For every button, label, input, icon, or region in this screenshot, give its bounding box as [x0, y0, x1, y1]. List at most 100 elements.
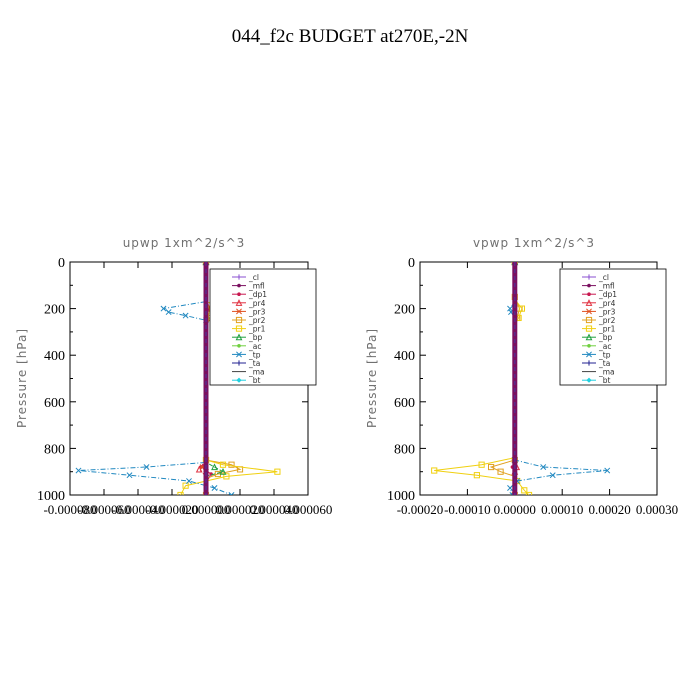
y-tick-label: 0: [58, 256, 65, 271]
y-tick-label: 400: [44, 349, 65, 364]
y-tick-label: 0: [408, 256, 415, 271]
legend-marker: [236, 351, 242, 358]
legend-label: _ta: [248, 359, 260, 368]
legend-box: [559, 268, 667, 386]
legend: _cl_mfl_dp1_pr4_pr3_pr2_pr1_bp_ac_tp_ta_…: [209, 268, 317, 386]
legend-marker: [236, 274, 242, 280]
data-point: [478, 461, 485, 468]
data-point: [143, 464, 150, 470]
legend-label: _pr2: [598, 316, 616, 325]
x-tick-label: 0.000020: [216, 502, 265, 517]
legend-label: _dp1: [248, 290, 267, 299]
data-point: [540, 464, 547, 470]
legend-marker: [585, 299, 593, 306]
legend-label: _mfl: [248, 282, 265, 291]
y-tick-label: 200: [394, 303, 415, 318]
x-tick-label: 0.000000: [182, 502, 231, 517]
y-tick-label: 600: [394, 396, 415, 411]
data-point: [186, 478, 192, 484]
x-tick-label: 0.00000: [494, 502, 536, 517]
legend-box: [209, 268, 317, 386]
legend-label: _bp: [598, 333, 613, 342]
chart-panel-vpwp: vpwp 1xm^2/s^3 Pressure [hPa] 0 200 400 600…: [365, 236, 678, 517]
data-point: [228, 492, 235, 495]
legend-label: _pr3: [598, 307, 616, 316]
x-tick-label: -0.000060: [77, 502, 130, 517]
legend-marker: [585, 333, 593, 341]
chart-title: upwp 1xm^2/s^3: [123, 236, 246, 250]
legend-label: _pr4: [598, 299, 616, 308]
legend-label: _cl: [598, 273, 609, 282]
legend-marker: [587, 283, 591, 288]
data-point: [165, 309, 172, 316]
legend-label: _pr3: [248, 307, 266, 316]
data-point: [182, 482, 189, 489]
chart-panel-upwp: upwp 1xm^2/s^3 Pressure [hPa] 0 200 400 600…: [15, 236, 332, 517]
x-tick-label: 0.000040: [250, 502, 299, 517]
legend-marker: [235, 299, 243, 306]
y-tick-label: 200: [44, 303, 65, 318]
data-point: [219, 467, 227, 475]
y-axis-label: Pressure [hPa]: [365, 328, 379, 428]
legend-marker: [586, 360, 592, 366]
legend-label: _bt: [598, 376, 611, 385]
legend: _cl_mfl_dp1_pr4_pr3_pr2_pr1_bp_ac_tp_ta_…: [559, 268, 667, 386]
data-point: [431, 467, 438, 474]
data-point: [518, 305, 526, 312]
legend-label: _tp: [248, 350, 261, 359]
data-point: [219, 461, 227, 468]
y-tick-label: 400: [394, 349, 415, 364]
y-tick-label: 800: [44, 442, 65, 457]
x-tick-label: 0.00030: [636, 502, 678, 517]
data-point: [160, 305, 167, 312]
y-tick-label: 600: [44, 396, 65, 411]
legend-marker: [586, 308, 592, 315]
data-point: [211, 485, 218, 491]
chart-title: vpwp 1xm^2/s^3: [473, 236, 595, 250]
data-point: [75, 467, 82, 474]
legend-marker: [235, 325, 243, 332]
legend-marker: [237, 344, 241, 348]
y-axis-label: Pressure [hPa]: [15, 328, 29, 428]
legend-marker: [587, 292, 591, 297]
data-point: [549, 472, 556, 479]
legend-marker: [585, 316, 593, 324]
legend-marker: [236, 377, 242, 383]
legend-label: _bp: [248, 333, 263, 342]
legend-label: _pr2: [248, 316, 266, 325]
x-tick-label: 0.00010: [541, 502, 583, 517]
data-point: [488, 463, 495, 471]
y-tick-label: 1000: [387, 489, 415, 504]
figure-title: 044_f2c BUDGET at270E,-2N: [232, 26, 469, 47]
x-tick-label: -0.000020: [145, 502, 198, 517]
legend-label: _ma: [598, 368, 615, 377]
x-tick-label: -0.00010: [444, 502, 491, 517]
x-tick-label: 0.000060: [284, 502, 333, 517]
legend-marker: [586, 351, 592, 358]
legend-marker: [237, 283, 241, 288]
data-point: [497, 468, 504, 475]
data-point: [126, 472, 133, 479]
x-tick-label: 0.00020: [588, 502, 630, 517]
data-point: [177, 491, 184, 495]
y-tick-label: 1000: [37, 489, 65, 504]
legend-label: _bt: [248, 376, 261, 385]
data-point: [507, 305, 514, 312]
legend-label: _ta: [598, 359, 610, 368]
legend-marker: [235, 316, 243, 324]
legend-label: _ac: [248, 342, 261, 351]
legend-label: _dp1: [598, 290, 617, 299]
data-point: [604, 467, 611, 474]
legend-marker: [236, 308, 242, 315]
data-point: [182, 312, 189, 319]
legend-label: _pr4: [248, 299, 266, 308]
data-point: [473, 472, 480, 479]
data-point: [211, 463, 218, 471]
data-point: [228, 461, 235, 468]
legend-label: _pr1: [598, 325, 616, 334]
legend-label: _pr1: [248, 325, 266, 334]
data-point: [223, 473, 230, 480]
legend-label: _tp: [598, 350, 611, 359]
x-tick-label: -0.000040: [111, 502, 164, 517]
